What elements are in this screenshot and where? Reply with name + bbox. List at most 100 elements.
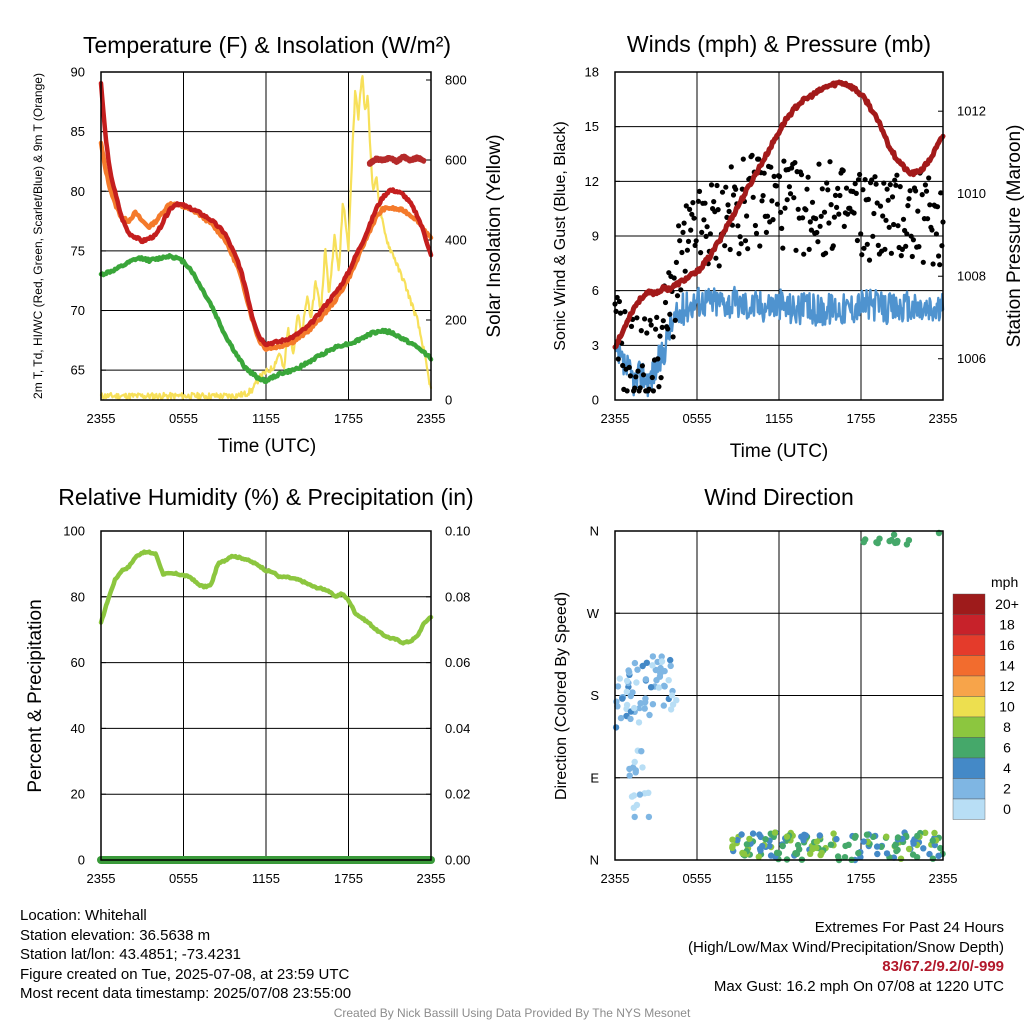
direction-point: [613, 698, 620, 705]
direction-point: [830, 830, 837, 837]
direction-point: [874, 850, 881, 858]
direction-point: [647, 684, 655, 691]
y-tick-label: 6: [592, 283, 599, 298]
legend-label: 8: [1003, 719, 1011, 735]
gust-point: [897, 184, 903, 190]
gust-point: [880, 213, 886, 219]
direction-point: [631, 659, 639, 667]
credit-text: Created By Nick Bassill Using Data Provi…: [333, 1006, 691, 1020]
gust-point: [725, 202, 731, 208]
direction-point: [802, 832, 809, 839]
gust-point: [635, 368, 641, 374]
gust-point: [815, 239, 821, 245]
plot-frame: [100, 530, 432, 861]
y-tick-label: 100: [63, 524, 85, 539]
gust-point: [913, 188, 919, 194]
direction-point: [634, 666, 641, 673]
gust-point: [885, 197, 891, 203]
direction-point: [773, 849, 781, 856]
gust-point: [729, 222, 736, 228]
gust-point: [657, 333, 663, 339]
direction-point: [888, 536, 895, 544]
gust-point: [787, 191, 794, 197]
direction-point: [920, 845, 927, 852]
gust-point: [916, 244, 922, 250]
gust-point: [617, 310, 624, 316]
gust-point: [900, 216, 907, 222]
gust-point: [780, 245, 786, 251]
direction-point: [633, 801, 641, 809]
y-tick-label: 80: [71, 184, 85, 199]
gust-point: [809, 199, 816, 205]
direction-point: [649, 701, 657, 708]
gust-point: [882, 246, 888, 252]
legend-swatch: [952, 798, 986, 820]
gust-point: [637, 385, 643, 391]
gust-point: [886, 224, 892, 230]
direction-point: [668, 692, 676, 699]
gust-point: [647, 317, 653, 323]
gust-point: [761, 170, 767, 176]
legend-label: 6: [1003, 740, 1011, 756]
gust-point: [642, 316, 648, 322]
direction-point: [661, 683, 668, 690]
gust-point: [873, 181, 879, 187]
x-tick-label: 0555: [169, 411, 198, 426]
direction-point: [667, 706, 675, 713]
gust-point: [757, 243, 763, 249]
y2-tick-label: 400: [445, 233, 467, 248]
gust-point: [614, 294, 620, 301]
direction-point: [625, 668, 633, 676]
gust-point: [857, 171, 863, 178]
y2-tick-label: 0.00: [445, 853, 470, 868]
y2-tick-label: 0: [445, 393, 452, 408]
y-tick-label: S: [590, 688, 599, 703]
gust-point: [628, 323, 635, 329]
direction-point: [890, 531, 898, 538]
gust-point: [728, 164, 734, 170]
gust-point: [855, 177, 862, 183]
gust-point: [689, 211, 695, 217]
gust-point: [830, 243, 836, 249]
gust-point: [662, 299, 669, 306]
direction-point: [883, 833, 890, 840]
gust-point: [904, 231, 910, 237]
gust-point: [693, 238, 699, 244]
legend-swatch: [952, 737, 986, 759]
direction-point: [616, 675, 623, 682]
x-tick-label: 1155: [765, 871, 793, 886]
gust-point: [673, 259, 680, 265]
direction-point: [746, 835, 753, 843]
gust-point: [835, 185, 841, 191]
series-line-9m-t: [98, 140, 434, 352]
plot-frame: [614, 530, 944, 861]
x-tick-label: 2355: [601, 411, 630, 426]
chart-title: Wind Direction: [704, 484, 854, 510]
x-tick-label: 1155: [252, 411, 280, 426]
direction-point: [673, 697, 680, 704]
legend-swatch: [952, 675, 986, 697]
gust-point: [627, 373, 634, 379]
y-tick-label: 60: [71, 655, 85, 670]
gust-point: [929, 227, 935, 233]
gust-point: [877, 203, 884, 209]
gust-point: [782, 205, 788, 211]
gust-point: [658, 375, 664, 381]
legend-swatch: [952, 634, 986, 656]
gust-point: [872, 174, 878, 180]
direction-point: [641, 705, 648, 712]
gust-point: [745, 246, 751, 252]
direction-point: [910, 840, 917, 847]
y-tick-label: W: [587, 606, 600, 621]
gust-point: [800, 215, 806, 221]
y2-axis-label: Station Pressure (Maroon): [1004, 125, 1024, 348]
y-tick-label: 12: [585, 174, 599, 189]
gust-point: [786, 184, 793, 190]
speed-legend: mph 20+ 18 16 14 12 10 8 6 4 2 0: [952, 574, 1019, 820]
direction-point: [876, 535, 883, 542]
x-tick-label: 1755: [334, 411, 363, 426]
x-tick-label: 2355: [417, 871, 446, 886]
gust-point: [756, 156, 762, 162]
direction-point: [627, 692, 634, 700]
gust-point: [824, 180, 830, 186]
